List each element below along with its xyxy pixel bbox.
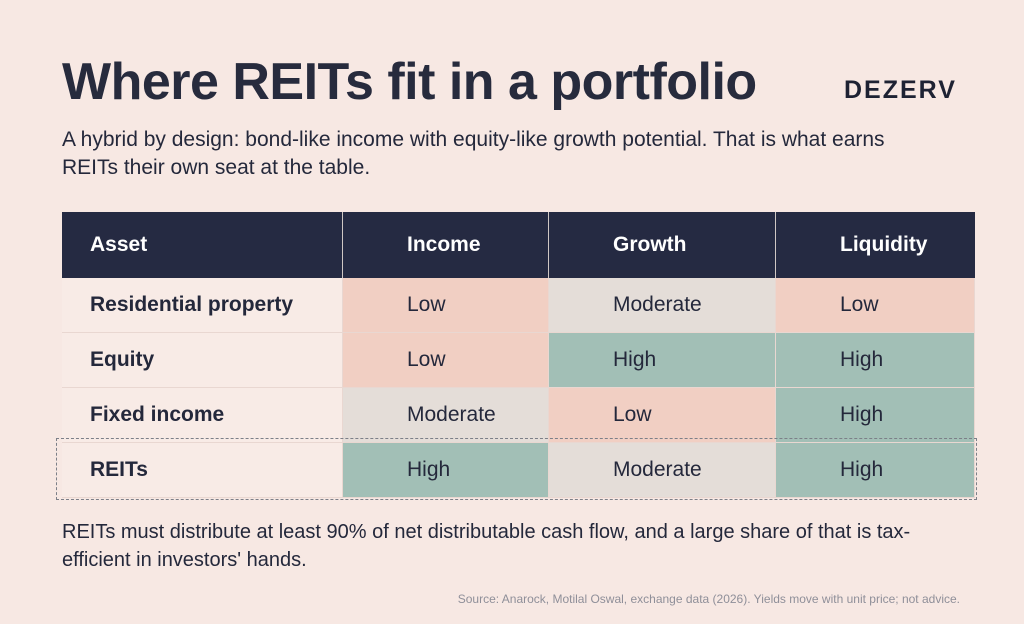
- asset-cell: REITs: [62, 443, 343, 498]
- liquidity-cell: High: [776, 443, 975, 498]
- table-header-row: Asset Income Growth Liquidity: [62, 212, 975, 278]
- growth-cell: Moderate: [549, 278, 776, 333]
- liquidity-cell: Low: [776, 278, 975, 333]
- income-cell: Low: [343, 278, 549, 333]
- footnote: REITs must distribute at least 90% of ne…: [62, 521, 911, 571]
- asset-cell: Residential property: [62, 278, 343, 333]
- table-row-reits: REITs High Moderate High: [62, 443, 975, 498]
- table-row: Fixed income Moderate Low High: [62, 388, 975, 443]
- growth-cell: High: [549, 333, 776, 388]
- income-cell: High: [343, 443, 549, 498]
- liquidity-cell: High: [776, 333, 975, 388]
- growth-cell: Low: [549, 388, 776, 443]
- table-row: Equity Low High High: [62, 333, 975, 388]
- header-income: Income: [343, 212, 549, 278]
- brand-logo: DEZERV: [844, 76, 957, 104]
- header-asset: Asset: [62, 212, 343, 278]
- header-liquidity: Liquidity: [776, 212, 975, 278]
- header-growth: Growth: [549, 212, 776, 278]
- source-note: Source: Anarock, Motilal Oswal, exchange…: [457, 592, 960, 606]
- asset-cell: Fixed income: [62, 388, 343, 443]
- growth-cell: Moderate: [549, 443, 776, 498]
- table-row: Residential property Low Moderate Low: [62, 278, 975, 333]
- asset-cell: Equity: [62, 333, 343, 388]
- comparison-table: Asset Income Growth Liquidity Residentia…: [62, 212, 975, 498]
- liquidity-cell: High: [776, 388, 975, 443]
- page-title: Where REITs fit in a portfolio: [62, 53, 757, 111]
- income-cell: Low: [343, 333, 549, 388]
- subtitle: A hybrid by design: bond-like income wit…: [62, 128, 885, 179]
- income-cell: Moderate: [343, 388, 549, 443]
